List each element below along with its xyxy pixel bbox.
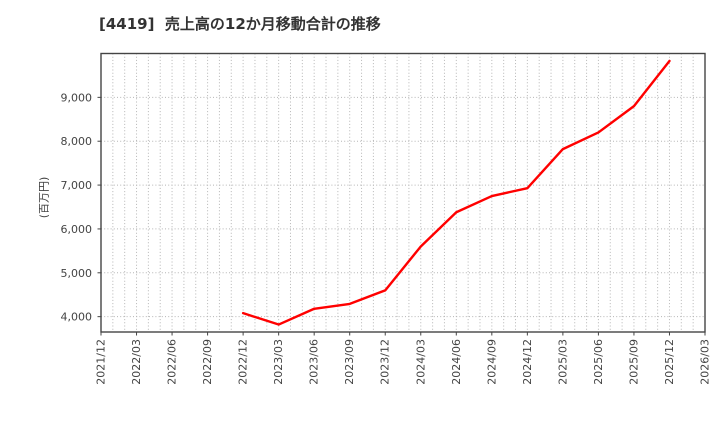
x-tick-label: 2025/09 <box>627 339 640 385</box>
chart-title: [4419] 売上高の12か月移動合計の推移 <box>99 15 381 33</box>
y-tick-label: 9,000 <box>61 91 93 104</box>
x-tick-label: 2024/03 <box>414 339 427 385</box>
x-tick-label: 2025/03 <box>556 339 569 385</box>
y-tick-label: 4,000 <box>61 311 93 324</box>
y-axis-title: (百万円) <box>37 176 51 219</box>
plot-gridlines <box>101 53 705 332</box>
x-tick-label: 2026/03 <box>699 339 712 385</box>
x-tick-label: 2023/12 <box>379 339 392 385</box>
x-tick-label: 2022/09 <box>201 339 214 385</box>
y-axis-tick-labels: 4,000 5,000 6,000 7,000 8,000 9,000 <box>61 91 93 323</box>
x-axis-tick-labels: 2021/12 2022/03 2022/06 2022/09 2022/12 2023/… <box>95 339 712 385</box>
y-tick-label: 6,000 <box>61 223 93 236</box>
x-tick-label: 2023/06 <box>308 339 321 385</box>
x-tick-label: 2023/03 <box>272 339 285 385</box>
axis-tick-marks <box>97 96 706 336</box>
x-tick-label: 2022/06 <box>166 339 179 385</box>
x-tick-label: 2022/12 <box>237 339 250 385</box>
y-tick-label: 5,000 <box>61 267 93 280</box>
x-tick-label: 2022/03 <box>130 339 143 385</box>
x-tick-label: 2024/09 <box>485 339 498 385</box>
x-tick-label: 2024/06 <box>450 339 463 385</box>
sales-moving-total-line <box>241 59 671 326</box>
x-tick-label: 2024/12 <box>521 339 534 385</box>
y-tick-label: 7,000 <box>61 179 93 192</box>
x-tick-label: 2025/12 <box>663 339 676 385</box>
plot-border <box>100 52 706 333</box>
x-tick-label: 2021/12 <box>95 339 108 385</box>
x-tick-label: 2025/06 <box>592 339 605 385</box>
y-tick-label: 8,000 <box>61 135 93 148</box>
x-tick-label: 2023/09 <box>343 339 356 385</box>
